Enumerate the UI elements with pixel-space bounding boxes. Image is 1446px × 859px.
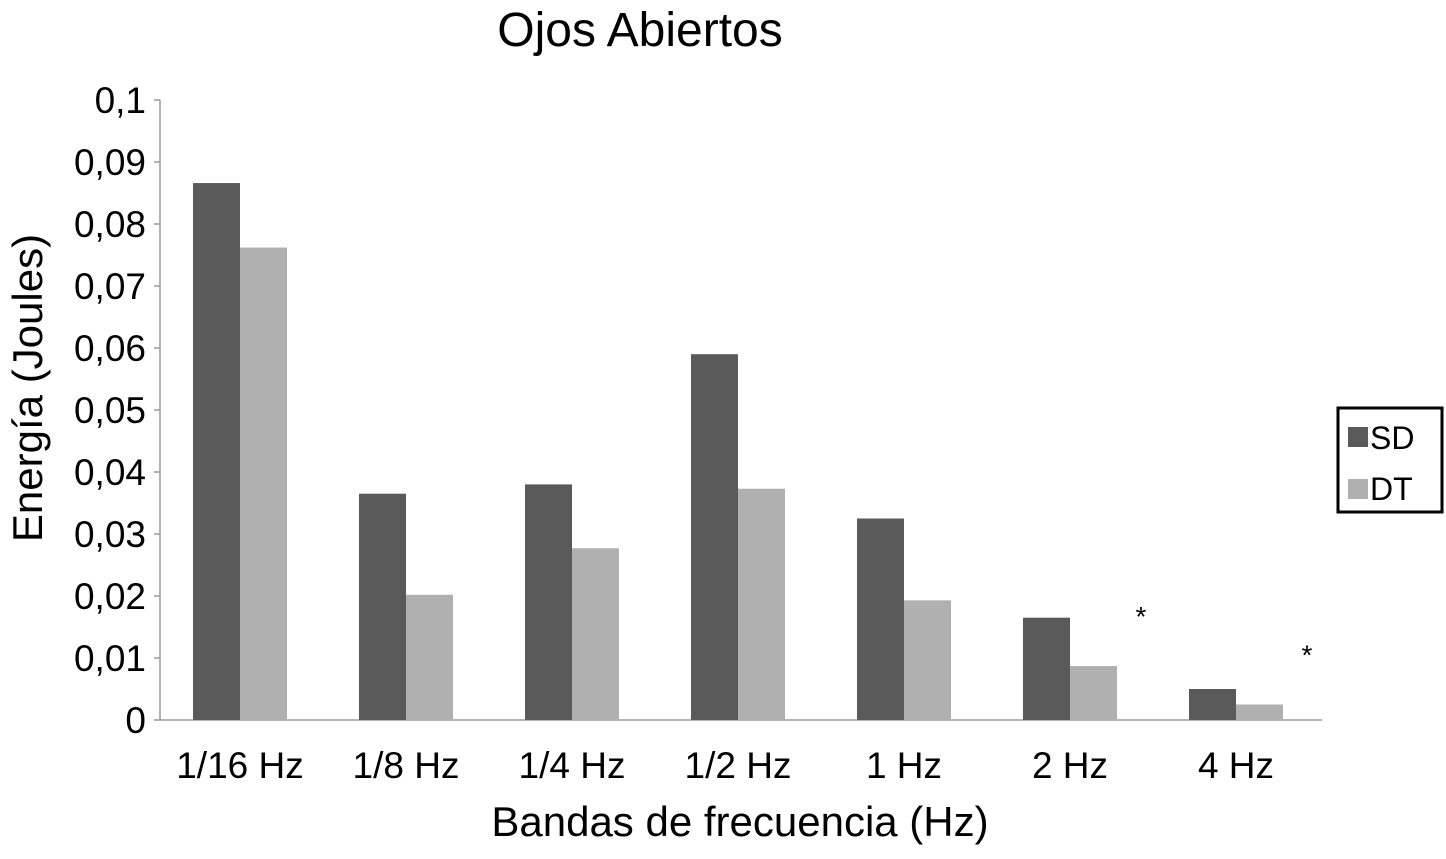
x-tick-label: 1/8 Hz xyxy=(353,745,460,786)
y-axis-label: Energía (Joules) xyxy=(4,234,51,542)
bar-dt-3 xyxy=(738,488,785,720)
y-tick-label: 0,02 xyxy=(74,576,146,617)
x-axis-label: Bandas de frecuencia (Hz) xyxy=(491,798,988,845)
y-tick-label: 0,05 xyxy=(74,390,146,431)
bar-sd-4 xyxy=(857,518,904,720)
bar-dt-0 xyxy=(240,247,287,720)
legend-swatch-sd xyxy=(1348,427,1368,447)
legend: SD DT xyxy=(1336,406,1444,514)
plot-area: 0 0,01 0,02 0,03 0,04 0,05 0,06 0,07 0,08 0,09 0,1… xyxy=(74,80,1322,786)
x-tick-label: 1/2 Hz xyxy=(685,745,792,786)
bar-sd-6 xyxy=(1189,689,1236,720)
y-tick-label: 0,06 xyxy=(74,328,146,369)
x-tick-label: 1/16 Hz xyxy=(176,745,304,786)
x-tick-label: 4 Hz xyxy=(1198,745,1274,786)
bar-dt-5 xyxy=(1070,666,1117,720)
y-tick-label: 0,08 xyxy=(74,204,146,245)
x-tick-label: 1 Hz xyxy=(866,745,942,786)
bar-dt-4 xyxy=(904,600,951,720)
legend-label-sd: SD xyxy=(1370,420,1414,456)
bar-sd-5 xyxy=(1023,617,1070,720)
bar-sd-0 xyxy=(193,183,240,720)
y-tick-label: 0,03 xyxy=(74,514,146,555)
y-tick-label: 0,01 xyxy=(74,638,146,679)
y-tick-label: 0,07 xyxy=(74,266,146,307)
bar-sd-3 xyxy=(691,354,738,720)
x-tick-label: 2 Hz xyxy=(1032,745,1108,786)
bar-dt-2 xyxy=(572,548,619,720)
legend-swatch-dt xyxy=(1348,479,1368,499)
bar-sd-2 xyxy=(525,484,572,720)
significance-marker: * xyxy=(1136,601,1147,632)
significance-marker: * xyxy=(1302,640,1313,671)
legend-label-dt: DT xyxy=(1370,471,1413,507)
chart-title: Ojos Abiertos xyxy=(497,4,782,57)
y-tick-label: 0,09 xyxy=(74,142,146,183)
x-tick-label: 1/4 Hz xyxy=(519,745,626,786)
bar-dt-1 xyxy=(406,594,453,720)
y-tick-label: 0 xyxy=(125,700,146,741)
y-tick-label: 0,1 xyxy=(95,80,146,121)
bar-sd-1 xyxy=(359,493,406,720)
bar-dt-6 xyxy=(1236,704,1283,720)
y-tick-label: 0,04 xyxy=(74,452,146,493)
